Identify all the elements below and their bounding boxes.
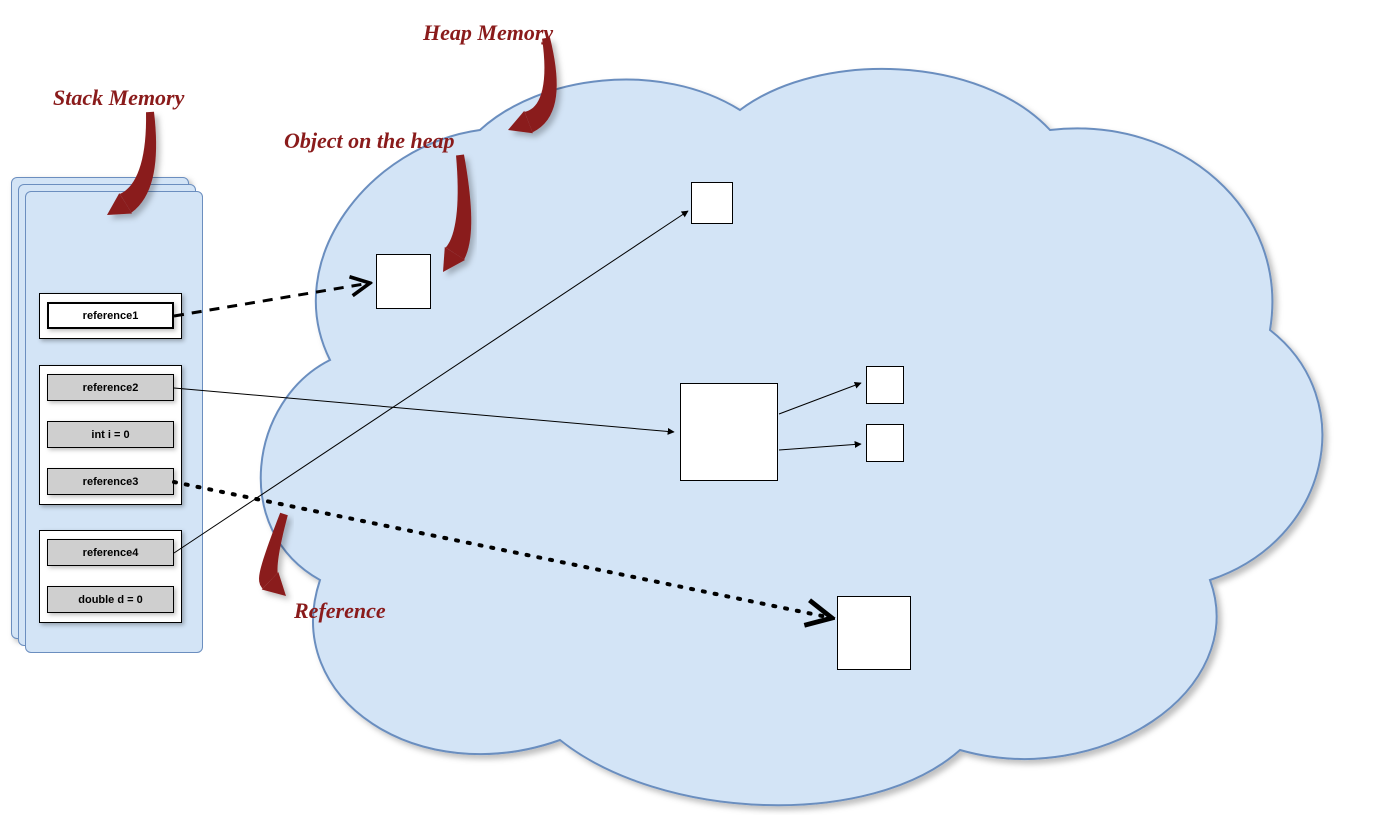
heap-cloud bbox=[261, 69, 1323, 805]
heap-object-1 bbox=[376, 254, 431, 309]
callout-reference: Reference bbox=[294, 598, 386, 624]
heap-object-2 bbox=[691, 182, 733, 224]
heap-object-6 bbox=[837, 596, 911, 670]
slot-double-d: double d = 0 bbox=[47, 586, 174, 613]
slot-reference2: reference2 bbox=[47, 374, 174, 401]
callout-heap-memory: Heap Memory bbox=[423, 20, 553, 46]
callout-stack-memory: Stack Memory bbox=[53, 85, 184, 111]
slot-reference4: reference4 bbox=[47, 539, 174, 566]
heap-object-4 bbox=[866, 366, 904, 404]
slot-reference1: reference1 bbox=[47, 302, 174, 329]
slot-int-i: int i = 0 bbox=[47, 421, 174, 448]
heap-object-3 bbox=[680, 383, 778, 481]
heap-object-5 bbox=[866, 424, 904, 462]
callout-object-heap: Object on the heap bbox=[284, 128, 455, 154]
slot-reference3: reference3 bbox=[47, 468, 174, 495]
